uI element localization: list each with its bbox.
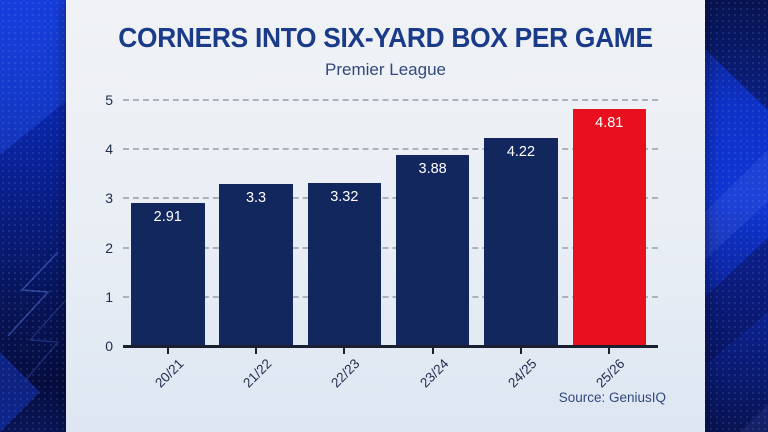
x-axis-tick-24/25 [519,348,522,354]
x-axis-tick-21/22 [255,348,258,354]
bar-value-label-20/21: 2.91 [153,208,182,225]
y-axis-label-5: 5 [105,92,113,108]
bar-24/25 [484,138,558,346]
chart-card: CORNERS INTO SIX-YARD BOX PER GAME Premi… [66,0,705,432]
gridline-5 [123,99,658,101]
broadcast-background-right [700,0,768,432]
y-axis-label-2: 2 [105,239,113,256]
bar-23/24 [395,155,470,346]
x-axis-tick-20/21 [166,348,169,354]
bar-value-label-23/24: 3.88 [418,161,447,178]
chart-title: CORNERS INTO SIX-YARD BOX PER GAME [118,22,653,53]
x-axis-tick-23/24 [431,348,434,354]
x-axis-label-22/23: 22/23 [328,356,363,391]
x-axis-label-20/21: 20/21 [151,356,187,391]
gridline-1 [123,295,658,298]
bar-value-label-24/25: 4.22 [506,144,536,161]
gridline-4 [123,148,658,151]
gridline-2 [123,246,658,249]
x-axis-tick-22/23 [343,348,346,354]
y-axis-label-1: 1 [105,288,113,305]
x-axis-label-21/22: 21/22 [240,356,275,391]
bar-22/23 [307,182,382,346]
chart-subtitle: Premier League [325,60,446,79]
y-axis-label-3: 3 [105,190,113,207]
bar-20/21 [131,202,205,346]
bar-value-label-22/23: 3.32 [330,188,359,205]
bar-25/26 [572,109,646,346]
y-axis-label-0: 0 [105,338,113,354]
gridline-3 [123,197,658,200]
bar-value-label-25/26: 4.81 [595,115,624,132]
source-credit: Source: GeniusIQ [558,390,666,405]
x-axis-tick-25/26 [608,348,611,354]
x-axis-line [123,345,658,348]
x-axis-label-23/24: 23/24 [416,356,452,391]
dot-texture-right [702,0,768,432]
x-axis-label-24/25: 24/25 [505,356,540,391]
y-axis-label-4: 4 [105,141,113,158]
bar-value-label-21/22: 3.3 [245,189,267,206]
bar-21/22 [219,183,293,346]
bar-chart-plot: 0 1 2 3 4 5 2.91 20/21 3.3 21/22 3.32 22/23 3.88 23/2… [66,0,705,432]
dot-texture-left [0,0,66,432]
